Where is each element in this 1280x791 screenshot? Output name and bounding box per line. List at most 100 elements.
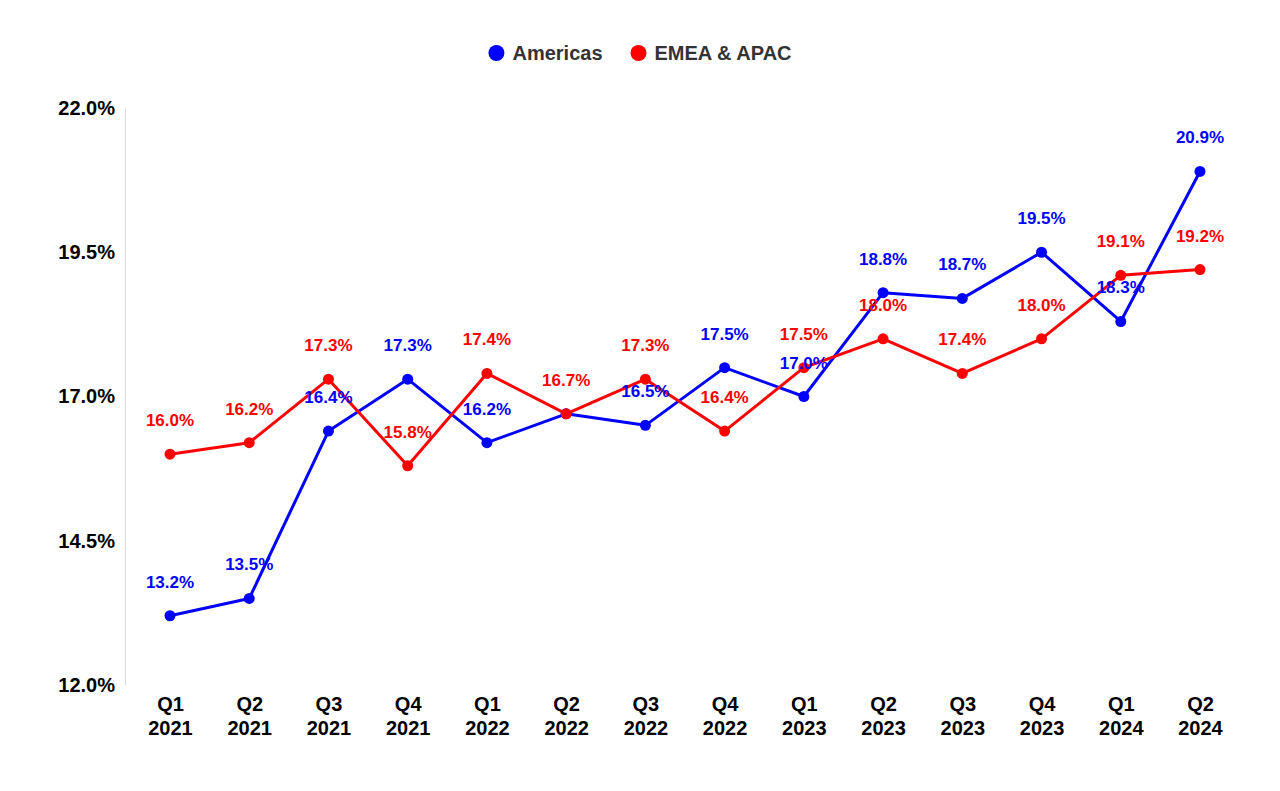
x-tick: Q42022 (703, 685, 748, 739)
x-axis: Q12021 Q22021 Q32021 Q42021 Q12022 Q22022 Q320… (148, 685, 1223, 739)
point (1195, 166, 1206, 177)
x-tick-label: Q22024 (1178, 693, 1223, 739)
series-line (170, 171, 1200, 615)
x-tick-label: Q12023 (782, 693, 827, 739)
data-label: 18.7% (938, 255, 986, 274)
y-tick: 17.0% (58, 385, 125, 407)
data-label: 16.2% (463, 400, 511, 419)
data-label: 19.1% (1097, 232, 1145, 251)
data-label: 18.0% (1017, 296, 1065, 315)
data-label: 15.8% (384, 423, 432, 442)
data-label: 18.8% (859, 250, 907, 269)
chart: 12.0% 14.5% 17.0% 19.5% 22.0% Q12021 Q22021 Q32… (0, 0, 1280, 791)
point (957, 293, 968, 304)
data-label: 13.2% (146, 573, 194, 592)
point (719, 362, 730, 373)
x-tick: Q32021 (307, 685, 352, 739)
data-label: 17.3% (384, 336, 432, 355)
legend: Americas EMEA & APAC (488, 42, 791, 64)
x-tick-label: Q12024 (1099, 693, 1144, 739)
y-tick: 19.5% (58, 241, 125, 263)
data-label: 16.2% (225, 400, 273, 419)
y-tick-label: 17.0% (58, 385, 115, 407)
legend-marker (631, 45, 647, 61)
x-tick: Q42023 (1020, 685, 1065, 739)
data-label: 19.2% (1176, 227, 1224, 246)
x-tick: Q12022 (465, 685, 510, 739)
data-label: 17.0% (780, 354, 828, 373)
data-label: 16.7% (542, 371, 590, 390)
point (481, 368, 492, 379)
data-label: 18.3% (1097, 278, 1145, 297)
data-label: 17.4% (463, 330, 511, 349)
x-tick: Q12023 (782, 685, 827, 739)
x-tick: Q12024 (1099, 685, 1144, 739)
data-label: 20.9% (1176, 128, 1224, 147)
x-tick-label: Q12021 (148, 693, 193, 739)
x-tick-label: Q42021 (386, 693, 431, 739)
x-tick-label: Q22022 (544, 693, 589, 739)
x-tick: Q22022 (544, 685, 589, 739)
legend-marker (488, 45, 504, 61)
y-tick: 12.0% (58, 674, 125, 696)
y-tick: 14.5% (58, 530, 125, 552)
data-labels: 13.2% 13.5% 16.4% 17.3% 16.2% 16.5% 17.5% 17.0%… (146, 128, 1224, 591)
point (244, 437, 255, 448)
legend-label: EMEA & APAC (655, 42, 792, 64)
x-tick-label: Q42022 (703, 693, 748, 739)
point (165, 610, 176, 621)
x-tick: Q32022 (624, 685, 669, 739)
x-tick: Q22023 (861, 685, 906, 739)
data-label: 17.5% (780, 325, 828, 344)
point (957, 368, 968, 379)
data-label: 16.4% (304, 388, 352, 407)
y-tick: 22.0% (58, 97, 125, 119)
data-label: 17.3% (621, 336, 669, 355)
x-axis-line (171, 685, 1201, 686)
y-axis: 12.0% 14.5% 17.0% 19.5% 22.0% (58, 97, 125, 696)
data-label: 16.5% (621, 382, 669, 401)
legend-label: Americas (512, 42, 602, 64)
x-tick-label: Q32022 (624, 693, 669, 739)
x-tick: Q42021 (386, 685, 431, 739)
x-tick-label: Q22021 (227, 693, 272, 739)
data-label: 16.4% (701, 388, 749, 407)
y-tick-label: 19.5% (58, 241, 115, 263)
plot-area (165, 166, 1206, 621)
data-label: 17.5% (701, 325, 749, 344)
x-tick-label: Q12022 (465, 693, 510, 739)
point (323, 426, 334, 437)
x-tick-label: Q42023 (1020, 693, 1065, 739)
legend-item: EMEA & APAC (631, 42, 792, 64)
data-label: 17.3% (304, 336, 352, 355)
point (878, 333, 889, 344)
legend-item: Americas (488, 42, 602, 64)
point (561, 408, 572, 419)
point (244, 593, 255, 604)
x-tick-label: Q22023 (861, 693, 906, 739)
y-tick-label: 22.0% (58, 97, 115, 119)
point (1036, 333, 1047, 344)
data-label: 19.5% (1017, 209, 1065, 228)
x-tick: Q32023 (941, 685, 986, 739)
series-line (170, 270, 1200, 466)
point (165, 449, 176, 460)
point (1195, 264, 1206, 275)
point (719, 426, 730, 437)
point (561, 408, 572, 419)
y-axis-line (125, 109, 126, 686)
data-label: 17.4% (938, 330, 986, 349)
data-label: 18.0% (859, 296, 907, 315)
point (402, 460, 413, 471)
data-label: 13.5% (225, 555, 273, 574)
x-tick: Q12021 (148, 685, 193, 739)
y-tick-label: 12.0% (58, 674, 115, 696)
point (798, 391, 809, 402)
x-tick: Q22024 (1178, 685, 1223, 739)
point (481, 437, 492, 448)
point (1036, 247, 1047, 258)
point (640, 420, 651, 431)
x-tick: Q22021 (227, 685, 272, 739)
x-tick-label: Q32021 (307, 693, 352, 739)
data-label: 16.0% (146, 411, 194, 430)
